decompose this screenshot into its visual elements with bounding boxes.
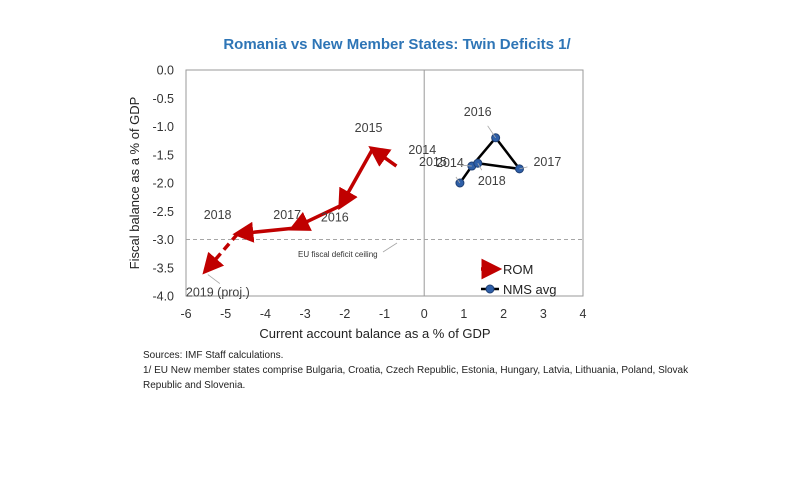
rom-point-label: 2018 — [204, 208, 232, 222]
legend-nms-marker — [485, 284, 495, 294]
rom-point-label: 2017 — [273, 208, 301, 222]
rom-2019-leader — [207, 274, 221, 284]
legend-nms-label: NMS avg — [503, 282, 556, 297]
x-axis-title: Current account balance as a % of GDP — [259, 326, 490, 341]
x-tick-label: -1 — [379, 307, 390, 321]
nms-point-label: 2017 — [533, 155, 561, 169]
nms-label-leader — [477, 163, 483, 171]
nms-label-leader — [455, 176, 461, 184]
y-tick-label: -1.0 — [152, 120, 174, 134]
nms-label-leader — [459, 164, 472, 167]
rom-point-label: 2019 (proj.) — [186, 286, 250, 300]
x-tick-label: 3 — [540, 307, 547, 321]
nms-label-leader — [519, 166, 528, 170]
rom-arrow-segment — [232, 221, 294, 243]
y-axis-title: Fiscal balance as a % of GDP — [127, 97, 142, 270]
rom-arrow-segment — [338, 148, 375, 211]
nms-label-leader — [487, 125, 496, 139]
x-tick-label: -4 — [260, 307, 271, 321]
sources-note: Sources: IMF Staff calculations. — [143, 350, 284, 361]
x-tick-label: 4 — [580, 307, 587, 321]
y-tick-label: -2.5 — [152, 205, 174, 219]
y-tick-label: 0.0 — [157, 64, 174, 78]
nms-point-label: 2014 — [436, 156, 464, 170]
legend-rom-label: ROM — [503, 262, 533, 277]
y-tick-label: -3.5 — [152, 261, 174, 275]
y-tick-label: -3.0 — [152, 233, 174, 247]
rom-arrow-segment — [202, 232, 239, 275]
y-tick-label: -1.5 — [152, 148, 174, 162]
chart-title: Romania vs New Member States: Twin Defic… — [223, 36, 571, 53]
x-tick-label: -6 — [180, 307, 191, 321]
chart-notes: Sources: IMF Staff calculations. 1/ EU N… — [143, 348, 703, 393]
rom-arrow-segment — [368, 146, 398, 168]
nms-point-label: 2018 — [478, 174, 506, 188]
nms-point-label: 2016 — [464, 105, 492, 119]
x-tick-label: -2 — [339, 307, 350, 321]
y-tick-label: -4.0 — [152, 290, 174, 304]
plot-frame — [185, 69, 584, 297]
rom-point-label: 2014 — [408, 143, 436, 157]
x-tick-label: -3 — [300, 307, 311, 321]
x-tick-label: 0 — [421, 307, 428, 321]
nms-point-label: 2015 — [419, 155, 447, 169]
y-tick-label: -2.0 — [152, 177, 174, 191]
rom-arrow-segment — [288, 204, 342, 231]
y-tick-label: -0.5 — [152, 92, 174, 106]
reference-line-leader — [382, 242, 398, 253]
x-tick-label: 1 — [460, 307, 467, 321]
x-tick-label: -5 — [220, 307, 231, 321]
x-tick-label: 2 — [500, 307, 507, 321]
rom-point-label: 2015 — [355, 121, 383, 135]
footnote: 1/ EU New member states comprise Bulgari… — [143, 365, 689, 391]
reference-line-label: EU fiscal deficit ceiling — [298, 250, 378, 259]
rom-point-label: 2016 — [321, 211, 349, 225]
